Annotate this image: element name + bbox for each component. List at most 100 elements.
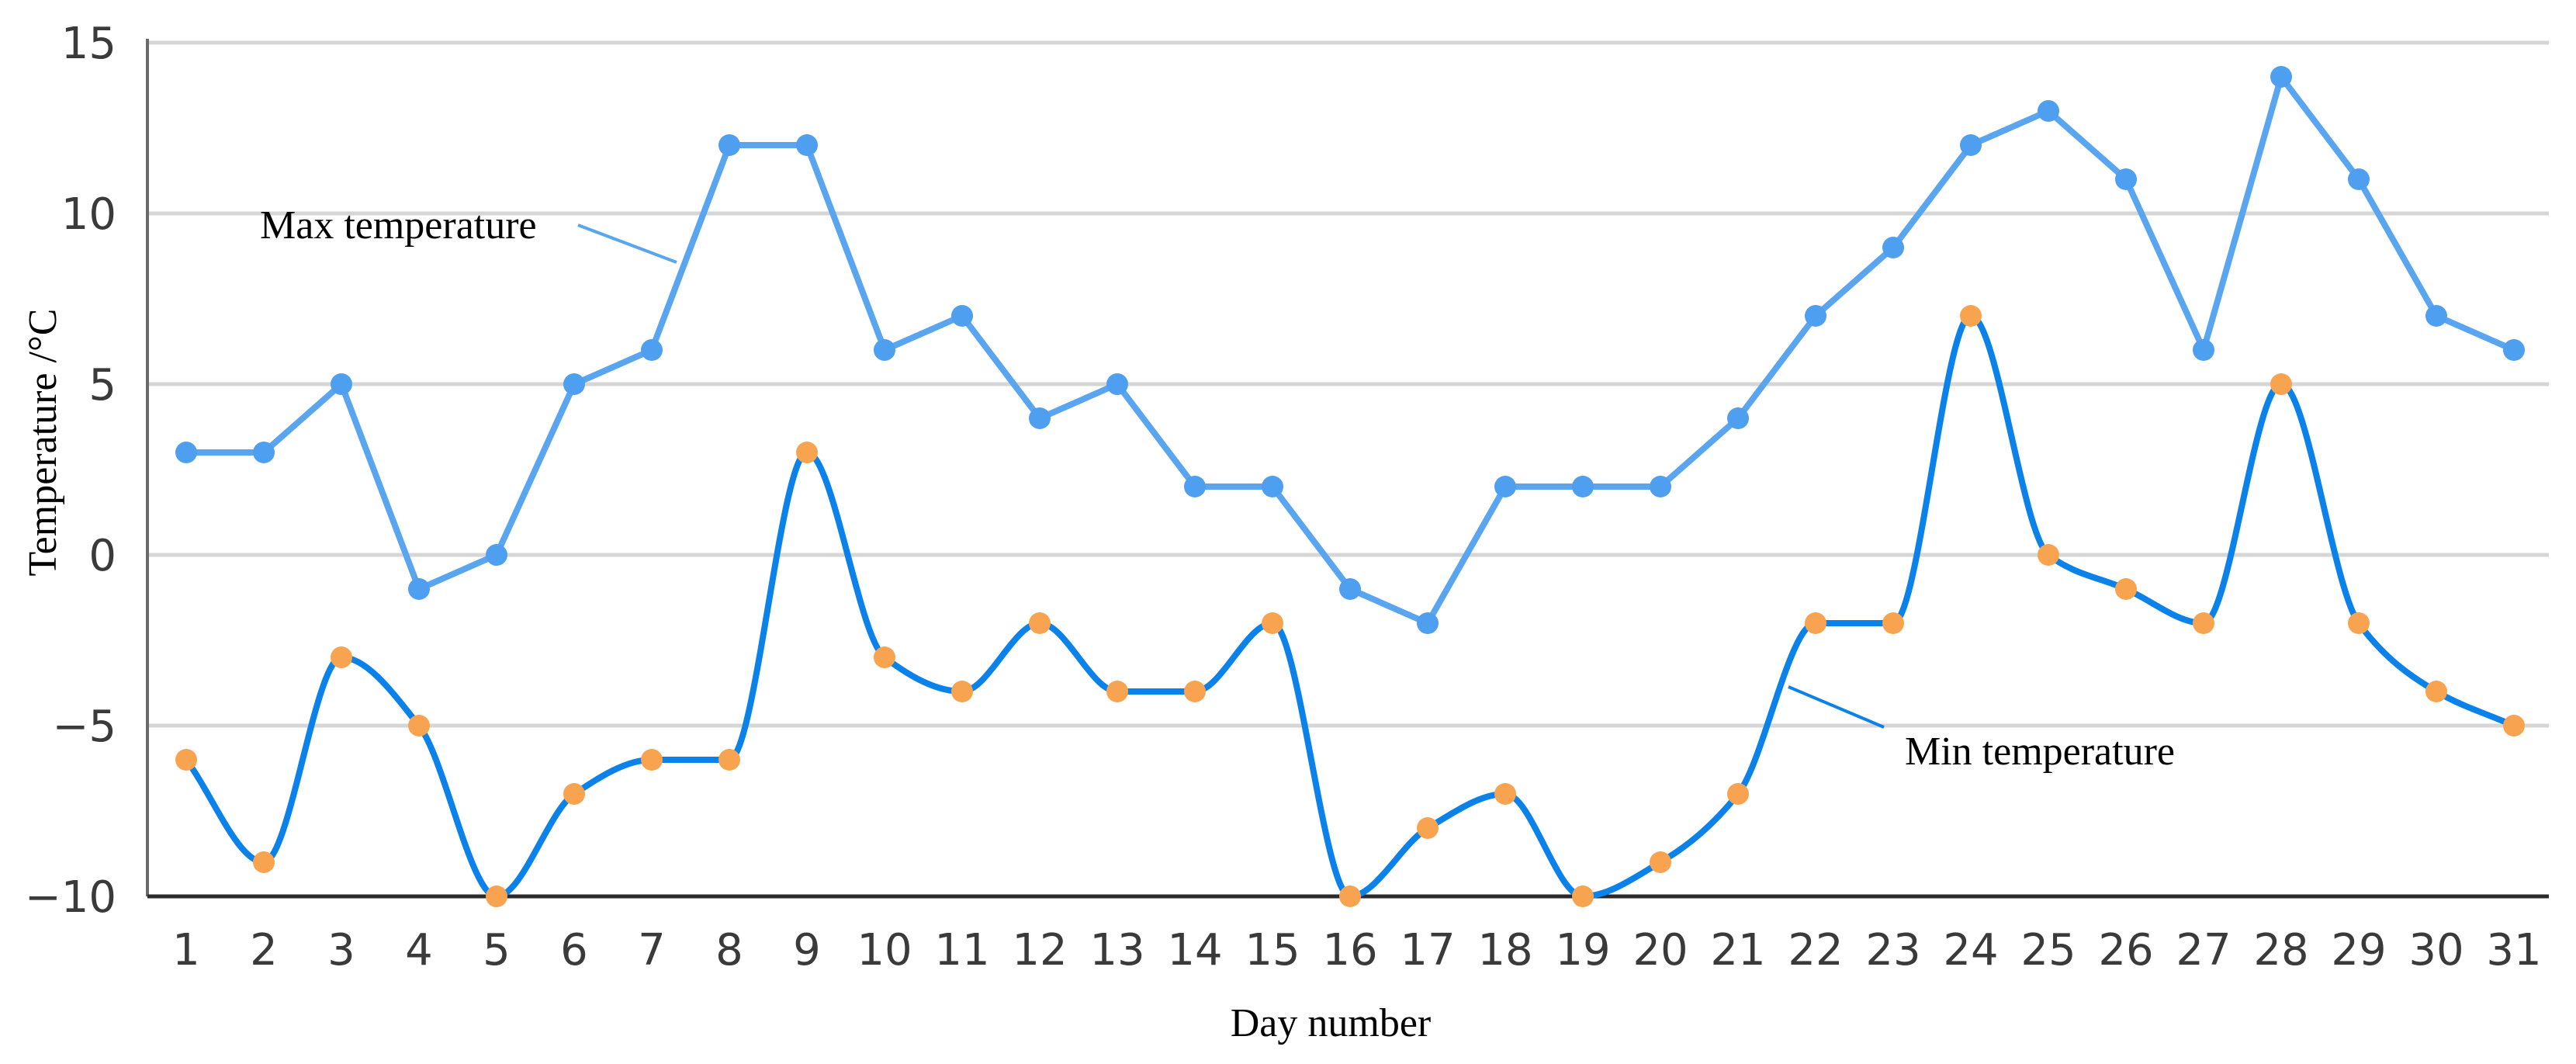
x-tick-label: 18 (1477, 925, 1532, 976)
max-temperature-point (1106, 373, 1128, 395)
min-temperature-point (2503, 715, 2525, 736)
min-temperature-point (1029, 612, 1051, 634)
x-tick-label: 11 (934, 925, 989, 976)
min-temperature-point (253, 851, 275, 873)
y-tick-label: −10 (25, 872, 116, 923)
max-temperature-point (2425, 305, 2447, 327)
min-temperature-point (2115, 578, 2137, 600)
grid-lines (147, 40, 2549, 728)
min-temperature-point (1494, 783, 1516, 805)
max-temperature-point (1339, 578, 1361, 600)
x-tick-label: 7 (638, 925, 666, 976)
y-tick-label: 5 (88, 360, 116, 411)
min-temperature-point (2270, 373, 2292, 395)
min-temperature-point (1262, 612, 1283, 634)
x-tick-label: 8 (715, 925, 743, 976)
x-tick-label: 2 (250, 925, 278, 976)
min-temperature-point (2425, 681, 2447, 702)
max-temperature-point (641, 339, 663, 361)
min-temperature-point (1339, 886, 1361, 907)
max-temperature-point (2348, 168, 2370, 190)
x-tick-label: 1 (172, 925, 200, 976)
min-temperature-point (408, 715, 430, 736)
axes (146, 39, 2549, 899)
series-markers (175, 66, 2525, 907)
x-tick-label: 20 (1633, 925, 1688, 976)
max-temperature-point (1882, 237, 1904, 258)
series-labels: Max temperature Min temperature (260, 203, 2175, 774)
y-tick-label: 15 (61, 19, 116, 69)
min-temperature-point (718, 749, 740, 771)
max-temperature-point (718, 134, 740, 156)
min-temperature-point (2348, 612, 2370, 634)
x-axis-title: Day number (1231, 1001, 1431, 1045)
x-tick-label: 27 (2176, 925, 2231, 976)
x-tick-label: 31 (2486, 925, 2541, 976)
max-temperature-point (1960, 134, 1982, 156)
max-temperature-point (1572, 476, 1594, 497)
min-temperature-point (1106, 681, 1128, 702)
max-temperature-point (1650, 476, 1671, 497)
x-tick-label: 4 (405, 925, 433, 976)
min-temperature-point (331, 646, 352, 668)
min-temperature-point (563, 783, 585, 805)
y-tick-label: 10 (61, 189, 116, 240)
x-tick-label: 21 (1710, 925, 1765, 976)
max-temperature-point (1184, 476, 1206, 497)
x-tick-label: 26 (2098, 925, 2153, 976)
max-temperature-point (874, 339, 895, 361)
x-tick-label: 28 (2253, 925, 2308, 976)
min-temperature-point (641, 749, 663, 771)
max-temperature-leader (577, 224, 677, 264)
y-tick-labels: −10 −5 0 5 10 15 (25, 19, 116, 923)
min-temperature-point (951, 681, 973, 702)
max-temperature-point (1029, 407, 1051, 429)
y-axis-title: Temperature /°C (21, 309, 65, 577)
x-tick-label: 16 (1322, 925, 1377, 976)
x-tick-label: 24 (1943, 925, 1998, 976)
max-temperature-point (1494, 476, 1516, 497)
min-temperature-point (1572, 886, 1594, 907)
max-temperature-point (2115, 168, 2137, 190)
x-tick-label: 22 (1788, 925, 1843, 976)
x-tick-label: 23 (1865, 925, 1920, 976)
max-temperature-point (1805, 305, 1826, 327)
max-temperature-point (175, 442, 197, 463)
max-temperature-point (2193, 339, 2214, 361)
min-temperature-point (1960, 305, 1982, 327)
min-temperature-point (1417, 817, 1439, 839)
max-temperature-label: Max temperature (260, 203, 537, 248)
max-temperature-point (2270, 66, 2292, 88)
max-temperature-point (563, 373, 585, 395)
min-temperature-point (874, 646, 895, 668)
x-tick-label: 29 (2331, 925, 2386, 976)
min-temperature-point (1650, 851, 1671, 873)
min-temperature-point (2193, 612, 2214, 634)
x-tick-label: 13 (1089, 925, 1144, 976)
x-tick-label: 15 (1245, 925, 1300, 976)
x-tick-label: 25 (2020, 925, 2076, 976)
min-temperature-line (183, 313, 2517, 899)
max-temperature-point (951, 305, 973, 327)
min-temperature-point (1805, 612, 1826, 634)
max-temperature-point (253, 442, 275, 463)
y-tick-label: 0 (88, 531, 116, 581)
max-temperature-point (2503, 339, 2525, 361)
max-temperature-point (1417, 612, 1439, 634)
x-tick-label: 17 (1400, 925, 1455, 976)
max-temperature-point (408, 578, 430, 600)
max-temperature-point (331, 373, 352, 395)
x-tick-label: 9 (793, 925, 821, 976)
min-temperature-label: Min temperature (1905, 730, 2175, 774)
max-temperature-line (183, 74, 2517, 626)
min-temperature-point (1727, 783, 1749, 805)
x-tick-label: 3 (327, 925, 355, 976)
min-temperature-point (1882, 612, 1904, 634)
x-tick-label: 6 (560, 925, 588, 976)
min-temperature-point (2038, 544, 2059, 566)
max-temperature-point (1727, 407, 1749, 429)
x-tick-label: 12 (1012, 925, 1067, 976)
min-temperature-point (175, 749, 197, 771)
x-tick-label: 14 (1167, 925, 1222, 976)
